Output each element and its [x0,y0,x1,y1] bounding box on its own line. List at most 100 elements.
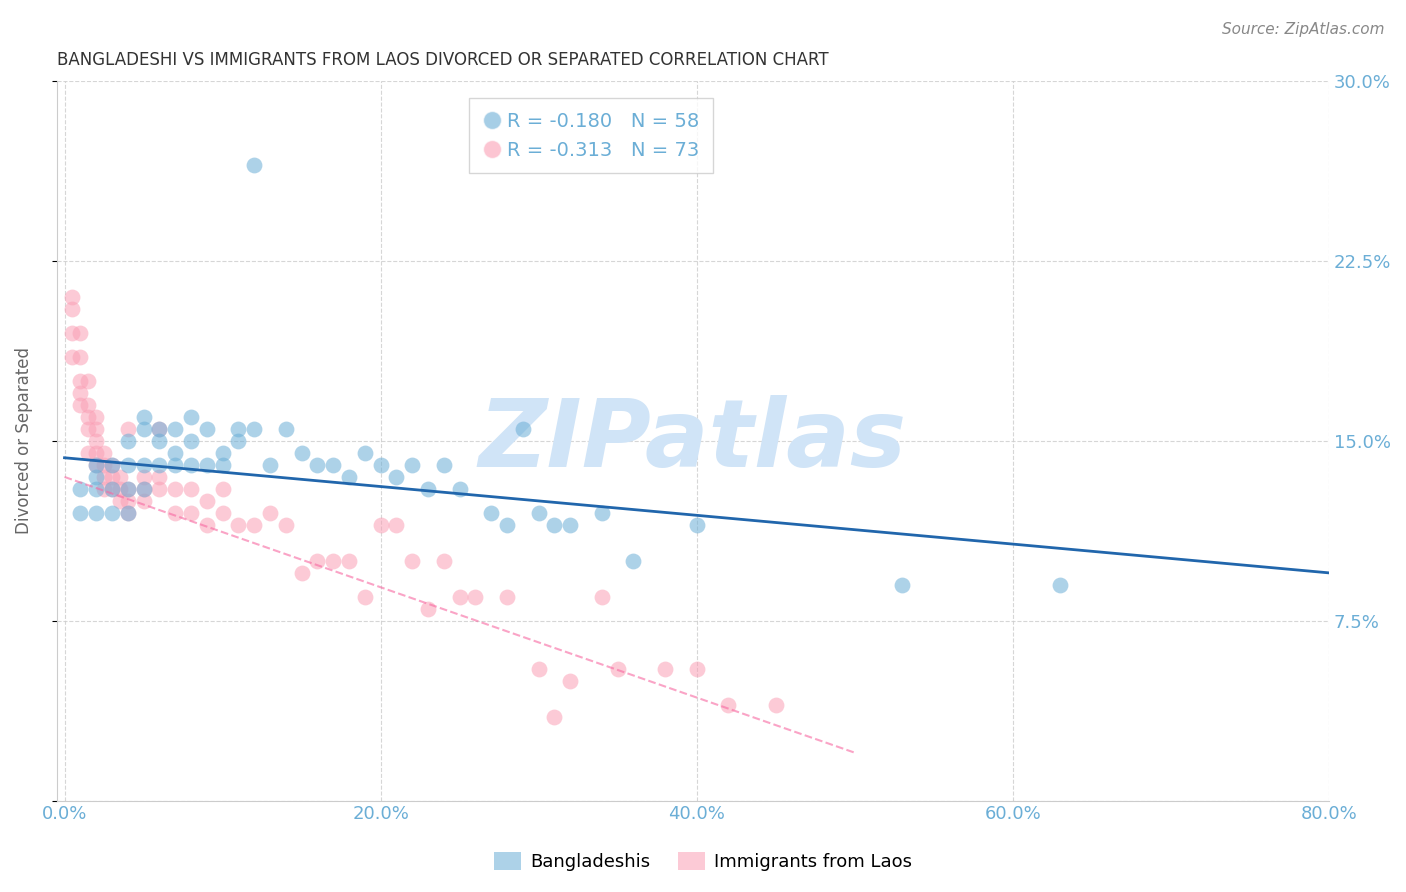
Point [274,422,297,436]
Point [165,422,187,436]
Point [891,578,914,592]
Point [211,482,233,496]
Point [385,517,408,532]
Text: BANGLADESHI VS IMMIGRANTS FROM LAOS DIVORCED OR SEPARATED CORRELATION CHART: BANGLADESHI VS IMMIGRANTS FROM LAOS DIVO… [56,51,828,69]
Point [101,482,124,496]
Point [165,482,187,496]
Point [77,398,100,412]
Point [765,698,787,712]
Point [496,517,519,532]
Point [84,422,107,436]
Point [93,446,115,460]
Point [449,590,471,604]
Point [243,158,266,172]
Text: ZIPatlas: ZIPatlas [478,395,907,487]
Point [401,458,423,472]
Point [117,482,139,496]
Point [685,517,707,532]
Point [148,422,170,436]
Point [69,326,91,340]
Point [385,470,408,484]
Legend: R = -0.180   N = 58, R = -0.313   N = 73: R = -0.180 N = 58, R = -0.313 N = 73 [468,98,713,173]
Point [228,434,250,448]
Point [84,458,107,472]
Point [337,554,360,568]
Point [290,566,312,580]
Point [180,506,202,520]
Point [148,434,170,448]
Point [623,554,645,568]
Point [132,458,155,472]
Point [62,302,84,317]
Point [117,434,139,448]
Point [101,470,124,484]
Point [195,422,218,436]
Point [353,590,375,604]
Point [1049,578,1071,592]
Point [117,506,139,520]
Point [370,517,392,532]
Point [148,458,170,472]
Point [322,458,344,472]
Point [84,482,107,496]
Point [69,386,91,401]
Point [591,590,613,604]
Point [228,517,250,532]
Point [108,482,131,496]
Point [93,470,115,484]
Point [117,506,139,520]
Point [195,517,218,532]
Point [165,458,187,472]
Point [274,517,297,532]
Point [401,554,423,568]
Point [77,446,100,460]
Point [117,422,139,436]
Point [228,422,250,436]
Point [211,506,233,520]
Point [101,458,124,472]
Point [132,470,155,484]
Point [84,434,107,448]
Point [77,374,100,388]
Point [543,517,565,532]
Point [717,698,740,712]
Point [117,494,139,508]
Point [449,482,471,496]
Point [307,458,329,472]
Point [243,422,266,436]
Point [101,482,124,496]
Point [370,458,392,472]
Point [180,409,202,424]
Point [101,458,124,472]
Point [77,409,100,424]
Point [416,602,439,616]
Point [353,446,375,460]
Point [527,506,550,520]
Point [211,458,233,472]
Point [211,446,233,460]
Point [654,662,676,676]
Point [62,290,84,304]
Point [433,554,456,568]
Point [685,662,707,676]
Point [464,590,486,604]
Y-axis label: Divorced or Separated: Divorced or Separated [15,348,32,534]
Point [322,554,344,568]
Point [591,506,613,520]
Text: Source: ZipAtlas.com: Source: ZipAtlas.com [1222,22,1385,37]
Point [132,409,155,424]
Point [527,662,550,676]
Point [512,422,534,436]
Point [165,446,187,460]
Point [180,458,202,472]
Point [117,458,139,472]
Point [84,470,107,484]
Point [62,326,84,340]
Point [259,506,281,520]
Point [243,517,266,532]
Point [117,482,139,496]
Point [496,590,519,604]
Point [195,494,218,508]
Point [132,494,155,508]
Point [84,446,107,460]
